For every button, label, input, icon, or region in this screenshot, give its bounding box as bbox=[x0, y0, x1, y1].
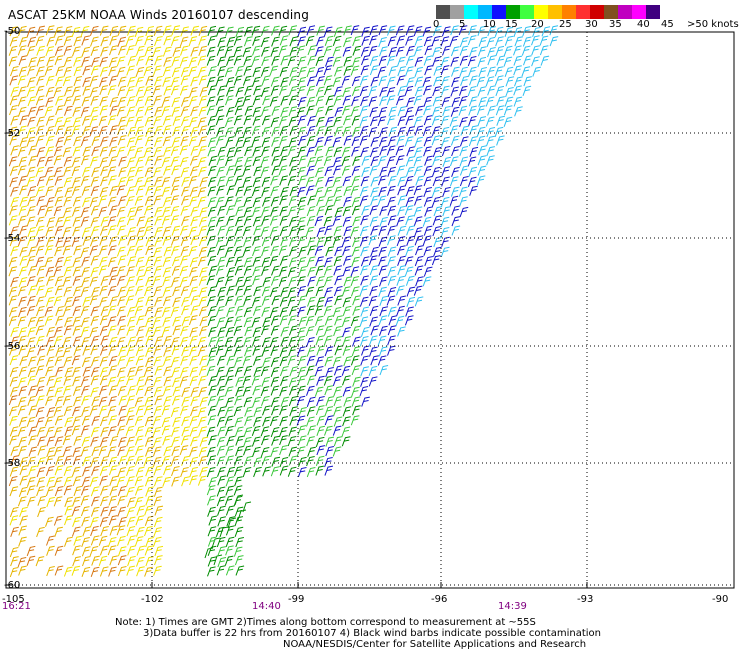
wind-barb-group bbox=[8, 25, 127, 577]
lat-label-50: -50 bbox=[4, 26, 21, 37]
colorbar-label: 30 bbox=[585, 19, 598, 30]
colorbar-swatch bbox=[632, 5, 646, 19]
lat-lon-grid bbox=[5, 31, 735, 588]
colorbar-swatch bbox=[562, 5, 576, 19]
lat-label-52: -52 bbox=[4, 128, 21, 139]
colorbar-label: 20 bbox=[531, 19, 544, 30]
lon-label-105: -105 bbox=[2, 594, 25, 605]
colorbar-label: 35 bbox=[609, 19, 622, 30]
lon-label-96: -96 bbox=[431, 594, 448, 605]
colorbar-swatch bbox=[604, 5, 618, 19]
lon-label-90: -90 bbox=[712, 594, 729, 605]
colorbar-swatch bbox=[506, 5, 520, 19]
colorbar-swatch bbox=[618, 5, 632, 19]
colorbar-label: 5 bbox=[459, 19, 466, 30]
wind-speed-colorbar bbox=[436, 5, 660, 19]
lon-label-99: -99 bbox=[288, 594, 305, 605]
note-line-1: Note: 1) Times are GMT 2)Times along bot… bbox=[115, 617, 536, 628]
colorbar-label: 45 bbox=[661, 19, 674, 30]
wind-barb-group bbox=[296, 25, 479, 478]
colorbar-swatch bbox=[646, 5, 660, 19]
wind-barbs bbox=[8, 25, 559, 578]
colorbar-swatch bbox=[492, 5, 506, 19]
time-label-1439: 14:39 bbox=[498, 601, 527, 612]
colorbar-swatch bbox=[450, 5, 464, 19]
lat-label-58: -58 bbox=[4, 458, 21, 469]
time-label-1440: 14:40 bbox=[252, 601, 281, 612]
note-line-3: NOAA/NESDIS/Center for Satellite Applica… bbox=[283, 639, 587, 650]
wind-barb-group bbox=[8, 25, 209, 578]
wind-barb-group bbox=[204, 25, 362, 577]
colorbar-swatch bbox=[534, 5, 548, 19]
note-line-2: 3)Data buffer is 22 hrs from 20160107 4)… bbox=[143, 628, 601, 639]
colorbar-label: 25 bbox=[559, 19, 572, 30]
colorbar-swatch bbox=[576, 5, 590, 19]
wind-barb-group bbox=[206, 25, 361, 576]
wind-barb-group bbox=[359, 25, 559, 377]
colorbar-swatch bbox=[520, 5, 534, 19]
colorbar-swatch bbox=[548, 5, 562, 19]
colorbar-label: >50 knots bbox=[687, 19, 739, 30]
map-title: ASCAT 25KM NOAA Winds 20160107 descendin… bbox=[8, 8, 310, 22]
colorbar-label: 15 bbox=[505, 19, 518, 30]
colorbar-label: 10 bbox=[483, 19, 496, 30]
lat-label-60: -60 bbox=[4, 580, 21, 591]
colorbar-swatch bbox=[436, 5, 450, 19]
colorbar-label: 0 bbox=[433, 19, 440, 30]
colorbar-swatch bbox=[590, 5, 604, 19]
colorbar-swatch bbox=[478, 5, 492, 19]
lon-label-93: -93 bbox=[577, 594, 594, 605]
colorbar-label: 40 bbox=[637, 19, 650, 30]
lat-label-56: -56 bbox=[4, 341, 21, 352]
colorbar-swatch bbox=[464, 5, 478, 19]
lon-label-102: -102 bbox=[141, 594, 164, 605]
time-label-1621: 16:21 bbox=[2, 601, 31, 612]
lat-label-54: -54 bbox=[4, 233, 21, 244]
wind-barb-group bbox=[8, 25, 209, 577]
